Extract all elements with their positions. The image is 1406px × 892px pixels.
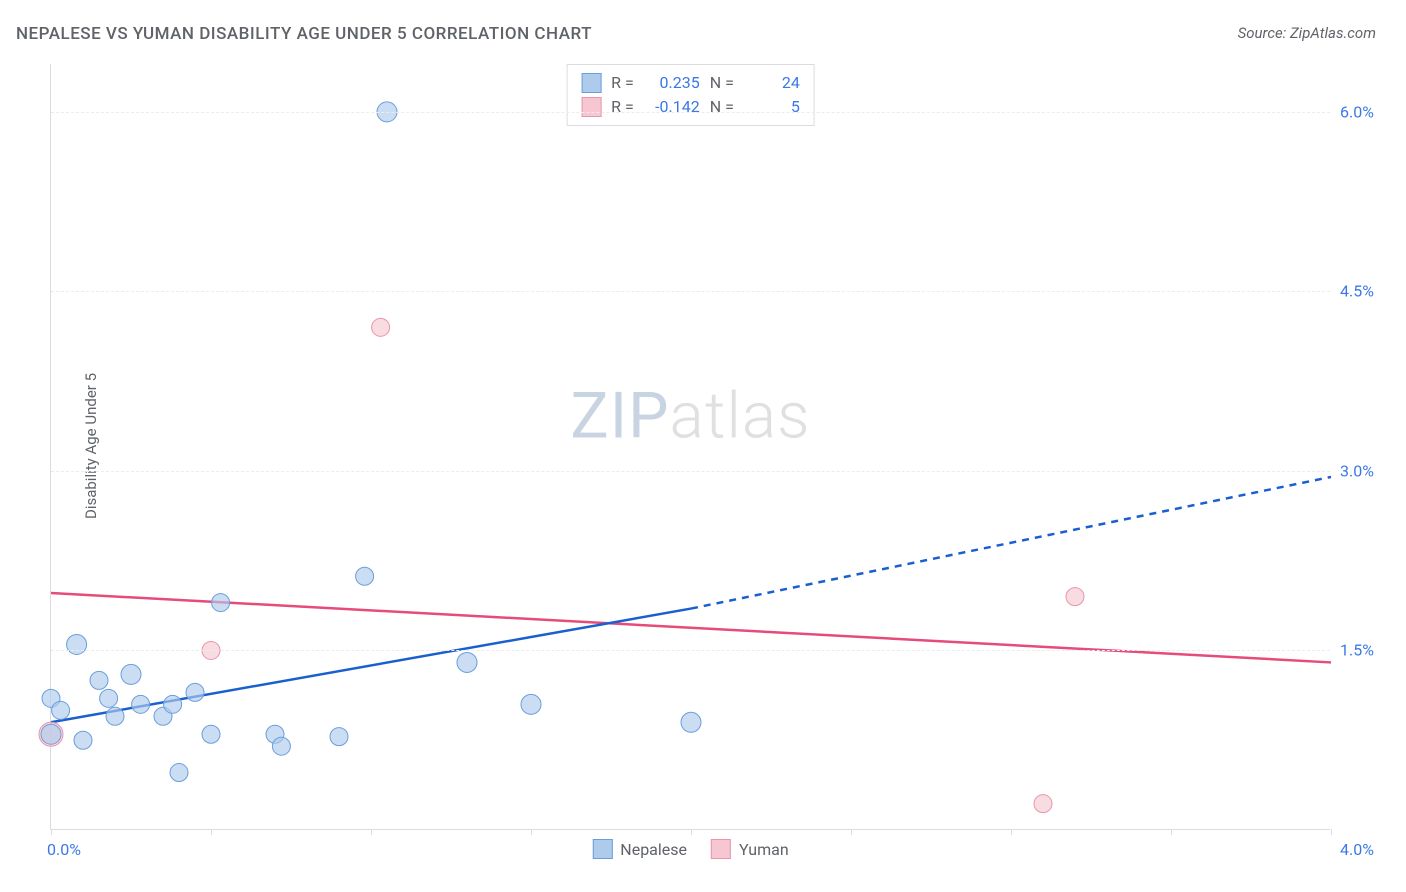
x-tick <box>211 829 212 835</box>
stat-r-label: R = <box>611 95 634 119</box>
scatter-point <box>170 764 188 782</box>
scatter-point <box>457 652 477 672</box>
legend-swatch-nepalese <box>592 839 612 859</box>
trend-line <box>51 593 1331 662</box>
scatter-point <box>1066 588 1084 606</box>
bottom-legend: Nepalese Yuman <box>592 839 788 859</box>
scatter-point <box>372 318 390 336</box>
stats-box: R = 0.235 N = 24 R = -0.142 N = 5 <box>566 64 815 126</box>
legend-label-yuman: Yuman <box>739 840 789 859</box>
x-tick <box>1171 829 1172 835</box>
stat-n-label: N = <box>710 71 734 95</box>
scatter-point <box>67 634 87 654</box>
stat-r-nepalese: 0.235 <box>644 71 700 95</box>
legend-swatch-yuman <box>711 839 731 859</box>
stats-row-yuman: R = -0.142 N = 5 <box>581 95 800 119</box>
legend-label-nepalese: Nepalese <box>620 840 687 859</box>
scatter-point <box>202 725 220 743</box>
swatch-nepalese <box>581 73 601 93</box>
grid-line <box>51 291 1330 292</box>
x-tick <box>371 829 372 835</box>
scatter-point <box>90 671 108 689</box>
scatter-point <box>121 664 141 684</box>
stat-r-label: R = <box>611 71 634 95</box>
legend-item-nepalese: Nepalese <box>592 839 687 859</box>
x-tick <box>51 829 52 835</box>
stats-row-nepalese: R = 0.235 N = 24 <box>581 71 800 95</box>
plot-svg <box>51 64 1330 829</box>
chart-title: NEPALESE VS YUMAN DISABILITY AGE UNDER 5… <box>16 24 592 44</box>
scatter-point <box>41 724 61 744</box>
scatter-point <box>106 707 124 725</box>
chart-container: NEPALESE VS YUMAN DISABILITY AGE UNDER 5… <box>0 0 1406 892</box>
legend-item-yuman: Yuman <box>711 839 789 859</box>
scatter-point <box>521 694 541 714</box>
y-tick-label: 3.0% <box>1340 461 1390 480</box>
y-tick-label: 6.0% <box>1340 102 1390 121</box>
grid-line <box>51 650 1330 651</box>
scatter-point <box>272 737 290 755</box>
stat-r-yuman: -0.142 <box>644 95 700 119</box>
x-tick <box>531 829 532 835</box>
x-tick <box>1011 829 1012 835</box>
stat-n-nepalese: 24 <box>744 71 800 95</box>
swatch-yuman <box>581 97 601 117</box>
x-tick <box>1331 829 1332 835</box>
scatter-point <box>100 689 118 707</box>
grid-line <box>51 112 1330 113</box>
scatter-point <box>330 728 348 746</box>
x-tick <box>851 829 852 835</box>
grid-line <box>51 471 1330 472</box>
scatter-point <box>132 695 150 713</box>
scatter-point <box>1034 795 1052 813</box>
scatter-point <box>681 712 701 732</box>
y-tick-label: 1.5% <box>1340 641 1390 660</box>
x-tick <box>691 829 692 835</box>
scatter-point <box>356 567 374 585</box>
scatter-point <box>186 683 204 701</box>
scatter-point <box>164 695 182 713</box>
scatter-point <box>52 701 70 719</box>
stat-n-label: N = <box>710 95 734 119</box>
plot-area: ZIPatlas R = 0.235 N = 24 R = -0.142 N =… <box>50 64 1330 830</box>
stat-n-yuman: 5 <box>744 95 800 119</box>
x-tick-label: 0.0% <box>47 840 81 859</box>
y-tick-label: 4.5% <box>1340 282 1390 301</box>
header-row: NEPALESE VS YUMAN DISABILITY AGE UNDER 5… <box>16 24 1390 44</box>
source-label: Source: ZipAtlas.com <box>1238 24 1376 42</box>
x-tick-label: 4.0% <box>1340 840 1390 859</box>
scatter-point <box>74 731 92 749</box>
trend-line <box>691 477 1331 609</box>
scatter-point <box>212 594 230 612</box>
